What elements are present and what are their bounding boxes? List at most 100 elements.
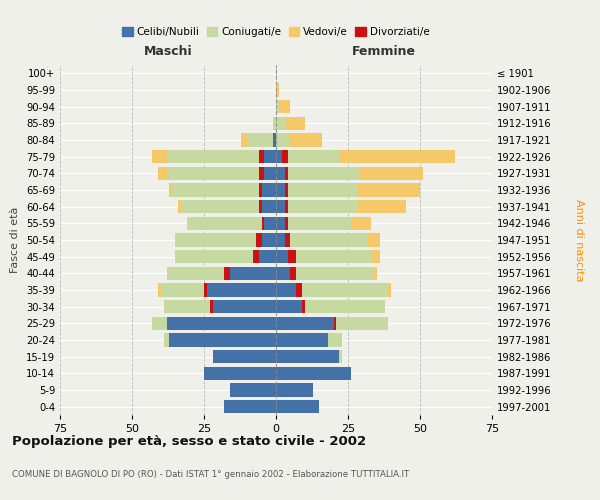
Bar [175,234,256,246]
Bar [276,366,351,380]
Bar [276,334,328,346]
Y-axis label: Anni di nascita: Anni di nascita [574,198,584,281]
Bar [302,300,305,314]
Bar [167,316,276,330]
Bar [287,166,359,180]
Bar [204,284,207,296]
Bar [273,116,276,130]
Bar [305,300,385,314]
Bar [276,284,296,296]
Bar [296,284,302,296]
Bar [152,316,167,330]
Bar [259,200,262,213]
Bar [158,284,161,296]
Bar [256,234,262,246]
Bar [296,266,374,280]
Bar [253,250,259,264]
Text: Maschi: Maschi [143,46,193,59]
Bar [167,150,259,164]
Bar [210,300,212,314]
Bar [287,200,356,213]
Text: COMUNE DI BAGNOLO DI PO (RO) - Dati ISTAT 1° gennaio 2002 - Elaborazione TUTTITA: COMUNE DI BAGNOLO DI PO (RO) - Dati ISTA… [12,470,409,479]
Bar [284,166,287,180]
Bar [368,234,380,246]
Bar [164,300,210,314]
Bar [284,184,287,196]
Bar [356,200,406,213]
Bar [262,200,276,213]
Bar [187,216,262,230]
Bar [276,234,284,246]
Bar [290,266,296,280]
Bar [284,116,305,130]
Bar [259,150,265,164]
Bar [164,334,169,346]
Bar [276,116,284,130]
Bar [276,266,290,280]
Bar [207,284,276,296]
Bar [282,150,287,164]
Bar [224,266,230,280]
Bar [262,184,276,196]
Bar [340,150,455,164]
Bar [276,250,287,264]
Bar [175,250,253,264]
Bar [287,216,351,230]
Bar [290,234,368,246]
Bar [158,166,167,180]
Bar [167,166,259,180]
Bar [212,300,276,314]
Bar [276,350,340,364]
Bar [169,334,276,346]
Bar [359,166,423,180]
Bar [178,200,181,213]
Text: Popolazione per età, sesso e stato civile - 2002: Popolazione per età, sesso e stato civil… [12,435,366,448]
Bar [265,166,276,180]
Bar [276,150,282,164]
Bar [259,184,262,196]
Bar [276,84,279,96]
Bar [284,200,287,213]
Bar [296,250,371,264]
Bar [262,234,276,246]
Bar [212,350,276,364]
Bar [287,150,340,164]
Bar [259,166,265,180]
Bar [276,134,290,146]
Bar [276,100,279,114]
Text: Femmine: Femmine [352,46,416,59]
Bar [265,216,276,230]
Bar [276,184,284,196]
Bar [337,316,388,330]
Bar [328,334,342,346]
Bar [287,250,296,264]
Bar [262,216,265,230]
Y-axis label: Fasce di età: Fasce di età [10,207,20,273]
Bar [279,100,290,114]
Bar [265,150,276,164]
Bar [351,216,371,230]
Bar [181,200,259,213]
Bar [356,184,420,196]
Bar [230,384,276,396]
Bar [276,400,319,413]
Bar [161,284,204,296]
Bar [276,384,313,396]
Bar [204,366,276,380]
Bar [302,284,388,296]
Bar [167,266,224,280]
Bar [276,316,334,330]
Bar [273,134,276,146]
Bar [230,266,276,280]
Bar [340,350,342,364]
Legend: Celibi/Nubili, Coniugati/e, Vedovi/e, Divorziati/e: Celibi/Nubili, Coniugati/e, Vedovi/e, Di… [120,24,432,39]
Bar [388,284,391,296]
Bar [276,216,284,230]
Bar [284,216,287,230]
Bar [276,300,302,314]
Bar [172,184,259,196]
Bar [371,250,380,264]
Bar [241,134,247,146]
Bar [334,316,337,330]
Bar [152,150,167,164]
